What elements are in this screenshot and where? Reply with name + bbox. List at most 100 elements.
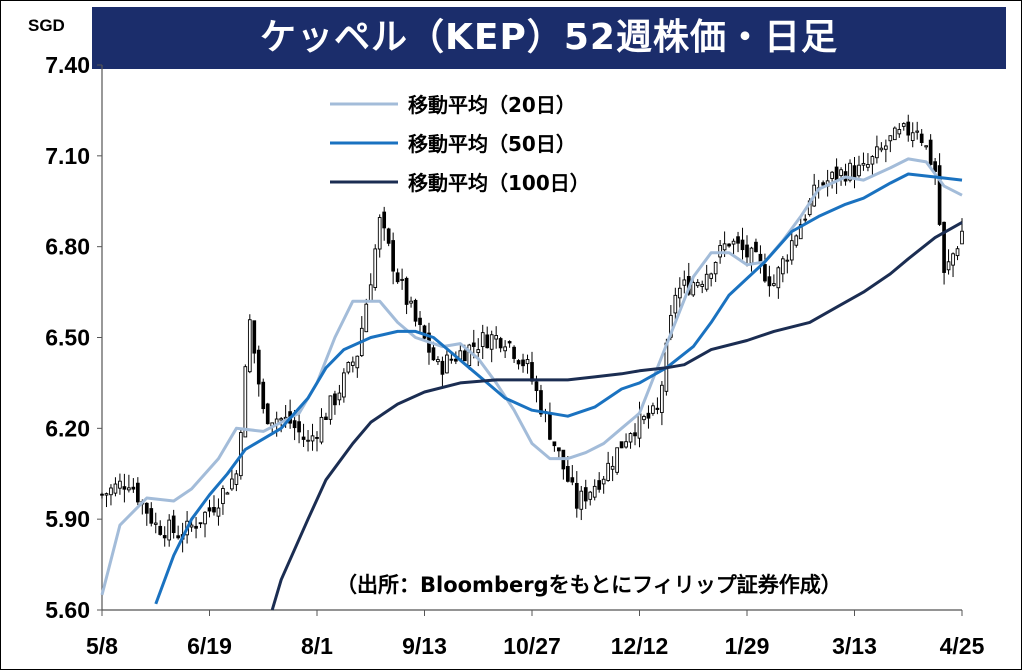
candle [772, 274, 776, 287]
candle-body [189, 524, 194, 528]
candle [579, 485, 584, 521]
candle [780, 256, 785, 283]
candle [740, 227, 745, 260]
candle [485, 326, 490, 349]
candle-body [727, 243, 731, 247]
candle-body [507, 341, 512, 344]
candle-body [279, 418, 284, 421]
candle [113, 477, 118, 497]
candle-body [857, 164, 861, 177]
candle [359, 316, 364, 358]
candle [843, 163, 848, 186]
candle [879, 142, 884, 153]
candle-body [333, 393, 337, 406]
candle [606, 451, 610, 482]
candle [350, 356, 355, 373]
candle-body [772, 283, 776, 286]
candle-body [722, 243, 727, 251]
candle-body [118, 480, 122, 489]
candle [915, 121, 920, 140]
candle-body [252, 320, 257, 354]
candle-body [373, 248, 378, 288]
legend-label: 移動平均（50日） [408, 132, 576, 156]
candle-body [431, 347, 436, 361]
x-tick-label: 1/29 [725, 633, 770, 659]
candle [194, 517, 198, 539]
candle [167, 514, 172, 547]
candle-body [306, 439, 310, 442]
x-tick-label: 10/27 [503, 633, 561, 659]
candle [830, 170, 834, 189]
candle [288, 399, 292, 429]
candle-body [256, 349, 261, 385]
candle-body [695, 281, 700, 287]
candle-body [301, 436, 306, 440]
candle [897, 123, 902, 138]
candle-body [834, 166, 839, 182]
candle-body [247, 319, 252, 373]
candle-body [216, 507, 221, 517]
candle [306, 430, 310, 452]
candle-body [588, 491, 593, 500]
candle [149, 502, 154, 527]
candle-body [794, 235, 799, 246]
candle [610, 456, 615, 482]
candle-body [951, 253, 955, 266]
candle-body [592, 485, 597, 498]
candle [409, 296, 413, 308]
axes [97, 64, 963, 616]
candle [297, 413, 301, 444]
candle [812, 173, 817, 207]
x-tick-label: 3/13 [832, 633, 877, 659]
candle [552, 441, 557, 452]
candle-body [942, 221, 946, 273]
candle-body [149, 508, 154, 524]
candle [866, 153, 870, 172]
candle [310, 423, 315, 451]
candle-body [642, 415, 646, 421]
candle-body [386, 228, 391, 244]
candle [736, 231, 740, 253]
candle-body [700, 283, 705, 287]
candle-body [821, 182, 825, 186]
candle [261, 378, 266, 414]
candle-body [888, 135, 893, 142]
candle [525, 354, 530, 374]
candle [230, 467, 234, 491]
candle-body [494, 335, 499, 340]
candle [651, 402, 655, 416]
candle-body [892, 127, 897, 141]
candle [574, 471, 579, 518]
candle [498, 336, 503, 353]
candle-body [691, 282, 696, 296]
moving-average-lines [100, 157, 963, 611]
candle-body [798, 224, 803, 240]
candle-body [574, 482, 579, 509]
candle-body [377, 217, 382, 250]
candle-body [758, 253, 763, 262]
candle-body [866, 164, 870, 168]
candle [333, 390, 337, 415]
candle [171, 509, 176, 539]
candle [548, 402, 552, 441]
candle [588, 490, 593, 506]
candle [700, 280, 705, 294]
candle-body [910, 132, 915, 141]
candle-body [852, 165, 857, 180]
candle [901, 122, 906, 131]
candle-body [418, 317, 422, 325]
candle-body [946, 261, 951, 271]
candle [436, 356, 440, 365]
candle-body [198, 522, 203, 525]
candle-body [606, 462, 610, 481]
candle-body [113, 483, 118, 494]
candle-body [512, 346, 516, 359]
candle [615, 447, 619, 475]
ma-line-2 [270, 221, 963, 611]
candle [570, 465, 575, 486]
candle-body [619, 441, 624, 449]
candle-body [682, 279, 687, 286]
y-tick-label: 5.90 [45, 506, 90, 532]
candle-body [409, 300, 413, 304]
